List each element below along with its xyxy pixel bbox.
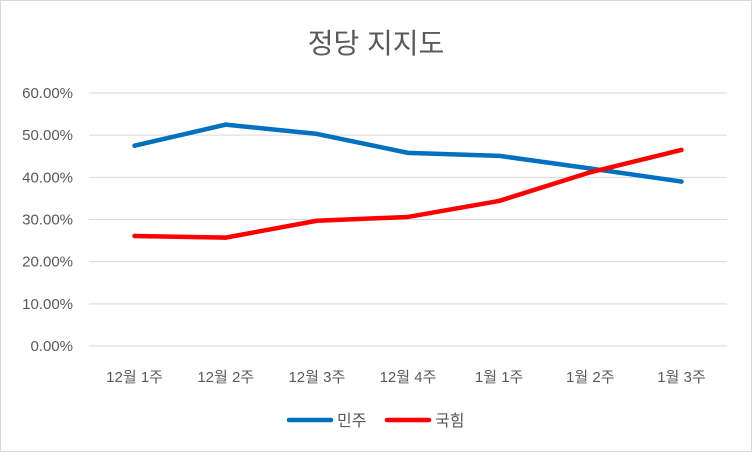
legend-label: 민주 <box>337 412 366 430</box>
series-line <box>132 147 684 240</box>
y-tick-label: 20.00% <box>22 254 73 271</box>
data-point <box>223 235 228 240</box>
x-tick-label: 12월 4주 <box>380 369 437 386</box>
x-tick-label: 1월 2주 <box>566 369 614 386</box>
legend-label: 국힘 <box>435 412 464 430</box>
data-point <box>132 233 137 239</box>
x-tick-label: 12월 3주 <box>288 369 345 386</box>
x-tick-label: 12월 2주 <box>197 369 254 386</box>
data-point <box>679 179 684 184</box>
data-point <box>679 147 684 153</box>
y-tick-label: 10.00% <box>22 296 73 313</box>
gridlines <box>89 92 727 347</box>
x-tick-label: 12월 1주 <box>106 369 163 386</box>
y-tick-label: 50.00% <box>22 127 73 144</box>
data-point <box>588 170 593 175</box>
data-point <box>223 122 228 127</box>
data-point <box>496 153 502 159</box>
data-point <box>314 131 320 137</box>
data-point <box>496 198 502 204</box>
legend: 민주 국힘 <box>286 412 464 430</box>
y-axis-tick-labels: 0.00% 10.00% 20.00% 30.00% 40.00% 50.00% 60.00… <box>22 85 73 355</box>
y-tick-label: 0.00% <box>30 338 73 355</box>
data-point <box>588 166 593 171</box>
chart-title: 정당 지지도 <box>308 28 445 59</box>
data-point <box>132 143 137 148</box>
x-tick-label: 1월 3주 <box>657 369 705 386</box>
series-lines <box>132 122 684 240</box>
y-tick-label: 60.00% <box>22 85 73 102</box>
data-point <box>405 214 411 220</box>
data-point <box>314 218 320 223</box>
y-tick-label: 30.00% <box>22 212 73 229</box>
x-axis-tick-labels: 12월 1주 12월 2주 12월 3주 12월 4주 1월 1주 1월 2주 1월 3주 <box>106 369 705 386</box>
y-tick-label: 40.00% <box>22 169 73 186</box>
x-tick-label: 1월 1주 <box>475 369 523 386</box>
data-point <box>405 150 411 156</box>
